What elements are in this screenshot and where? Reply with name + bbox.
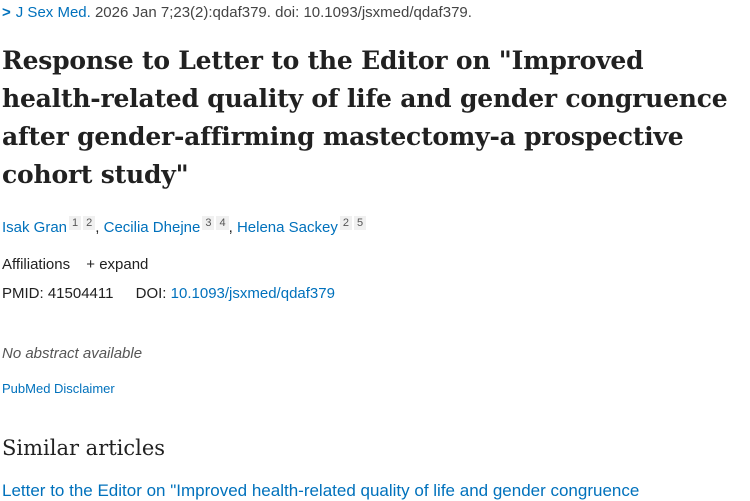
- article-title: Response to Letter to the Editor on "Imp…: [2, 46, 728, 189]
- doi-link[interactable]: 10.1093/jsxmed/qdaf379: [170, 285, 335, 302]
- expand-affiliations-button[interactable]: + expand: [86, 256, 149, 273]
- author-link[interactable]: Helena Sackey: [236, 219, 338, 236]
- affiliation-ref[interactable]: 4: [216, 216, 229, 230]
- author-link[interactable]: Cecilia Dhejne: [103, 219, 201, 236]
- citation: > J Sex Med. 2026 Jan 7;23(2):qdaf379. do…: [2, 4, 472, 21]
- affiliation-ref[interactable]: 2: [339, 216, 352, 230]
- pubmed-disclaimer-link[interactable]: PubMed Disclaimer: [2, 381, 115, 396]
- chevron-right-icon[interactable]: >: [2, 4, 11, 21]
- affiliation-ref[interactable]: 1: [69, 216, 82, 230]
- citation-details: 2026 Jan 7;23(2):qdaf379. doi: 10.1093/j…: [94, 4, 472, 21]
- identifiers: PMID: 41504411 DOI: 10.1093/jsxmed/qdaf3…: [2, 285, 335, 302]
- affiliations-label: Affiliations: [2, 256, 71, 273]
- similar-article-link[interactable]: Letter to the Editor on "Improved health…: [2, 481, 640, 500]
- author-list: Isak Gran 1 2, Cecilia Dhejne 3 4, Helena Sa…: [2, 216, 367, 236]
- no-abstract-text: No abstract available: [2, 345, 143, 362]
- affiliations: Affiliations + expand: [2, 256, 148, 273]
- affiliation-ref[interactable]: 3: [202, 216, 215, 230]
- author-link[interactable]: Isak Gran: [2, 219, 68, 236]
- journal-link[interactable]: J Sex Med.: [15, 4, 91, 21]
- affiliation-ref[interactable]: 2: [83, 216, 96, 230]
- pmid-value: 41504411: [47, 285, 114, 302]
- pmid-label: PMID:: [2, 285, 44, 302]
- affiliation-ref[interactable]: 5: [353, 216, 367, 230]
- similar-articles-heading: Similar articles: [2, 436, 166, 460]
- doi-label: DOI:: [135, 285, 167, 302]
